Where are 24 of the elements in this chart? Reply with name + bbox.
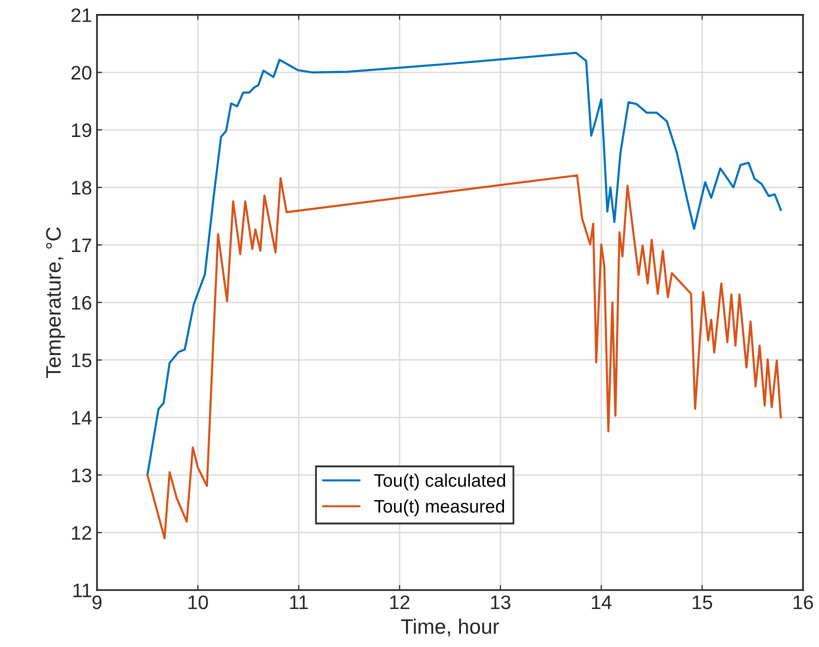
y-tick-label: 16: [72, 296, 92, 310]
y-tick-label: 15: [72, 354, 92, 368]
x-axis-title: Time, hour: [401, 618, 500, 636]
x-tick-label: 11: [290, 596, 308, 610]
y-tick-label: 21: [71, 8, 92, 22]
y-tick-label: 12: [72, 526, 92, 540]
y-tick-label: 18: [72, 180, 92, 195]
x-tick-label: 15: [692, 596, 712, 610]
y-tick-label: 14: [72, 411, 92, 425]
y-tick-label: 13: [72, 468, 92, 482]
y-axis-title: Temperature, °C: [46, 227, 65, 378]
y-tick-label: 20: [71, 66, 92, 80]
x-tick-label: 12: [390, 595, 410, 610]
legend-label: Tou(t) calculated: [374, 474, 506, 490]
x-tick-label: 13: [491, 595, 510, 610]
x-tick-label: 9: [92, 595, 102, 610]
y-tick-label: 11: [73, 584, 92, 598]
line-series: [146, 174, 782, 540]
legend-label: Tou(t) measured: [374, 499, 504, 516]
x-tick-label: 16: [794, 595, 813, 610]
x-tick-label: 10: [188, 595, 208, 610]
y-tick-label: 17: [72, 238, 92, 252]
y-tick-label: 19: [72, 123, 92, 138]
x-tick-label: 14: [592, 596, 612, 610]
